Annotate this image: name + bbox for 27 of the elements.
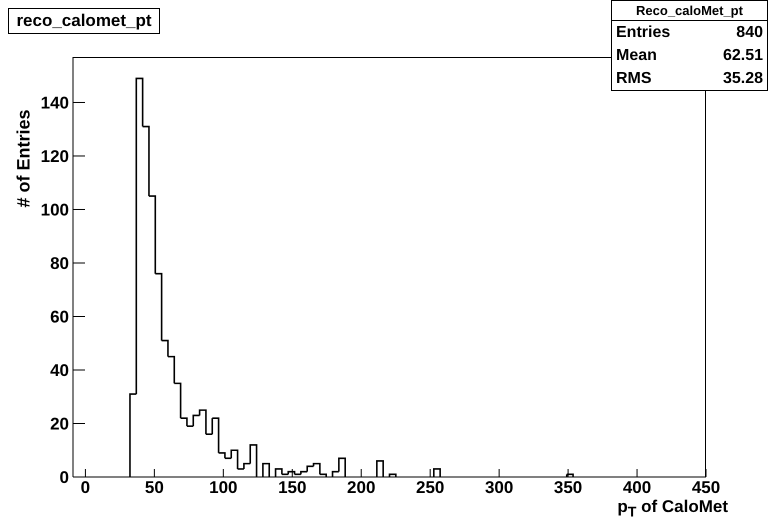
x-tick-label: 50 — [144, 478, 164, 498]
x-tick-label: 100 — [209, 478, 238, 498]
x-tick-label: 0 — [80, 478, 90, 498]
x-tick-label: 200 — [347, 478, 376, 498]
y-tick-label: 20 — [50, 414, 69, 434]
x-tick-label: 300 — [484, 478, 514, 498]
x-axis-title: p$_{T}$ of CaloMet — [617, 497, 728, 521]
x-tick-label: 350 — [554, 478, 582, 498]
y-tick-label: 60 — [50, 308, 69, 327]
text: 840 — [736, 23, 763, 43]
y-tick-label: 40 — [50, 361, 69, 380]
text: Entries — [616, 23, 670, 43]
chart-title: reco_calomet_pt — [8, 8, 160, 34]
y-tick-label: 120 — [40, 147, 69, 166]
y-axis-title: # of Entries — [14, 108, 34, 208]
text: 35.28 — [722, 69, 763, 89]
y-tick-label: 140 — [40, 94, 69, 113]
y-tick-label: 80 — [50, 254, 69, 274]
x-tick-label: 150 — [278, 478, 306, 498]
x-tick-label: 400 — [622, 478, 652, 498]
x-tick-label: 250 — [416, 478, 444, 498]
x-tick-label: 450 — [692, 478, 720, 498]
annotation: Mean — [616, 46, 657, 66]
text: Reco_caloMet_pt — [612, 1, 767, 21]
annotation: RMS — [616, 69, 652, 89]
text: 62.51 — [722, 46, 763, 66]
y-tick-label: 100 — [40, 200, 69, 220]
